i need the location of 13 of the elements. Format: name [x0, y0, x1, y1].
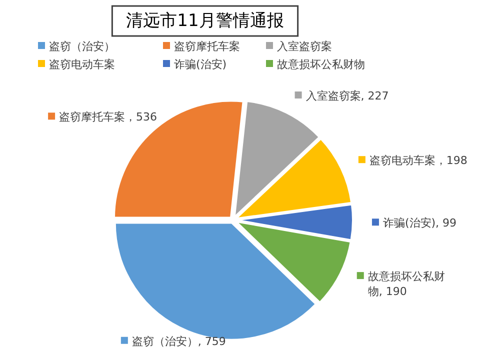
- data-label: 故意损坏公私财物, 190: [368, 270, 445, 298]
- legend-label: 盗窃摩托车案: [174, 40, 240, 53]
- data-label: 盗窃（治安）, 759: [132, 334, 226, 348]
- data-label: 诈骗(治安), 99: [382, 216, 457, 230]
- legend-label: 盗窃电动车案: [49, 58, 115, 71]
- legend-label: 故意损坏公私财物: [277, 58, 365, 71]
- legend-label: 入室盗窃案: [277, 40, 332, 53]
- legend-label: 诈骗(治安): [174, 58, 227, 71]
- data-label: 盗窃电动车案，198: [369, 154, 468, 168]
- legend-label: 盗窃（治安）: [49, 40, 115, 53]
- chart-title: 清远市11月警情通报: [126, 11, 284, 31]
- data-label: 盗窃摩托车案，536: [59, 110, 158, 124]
- data-label: 入室盗窃案, 227: [306, 89, 389, 102]
